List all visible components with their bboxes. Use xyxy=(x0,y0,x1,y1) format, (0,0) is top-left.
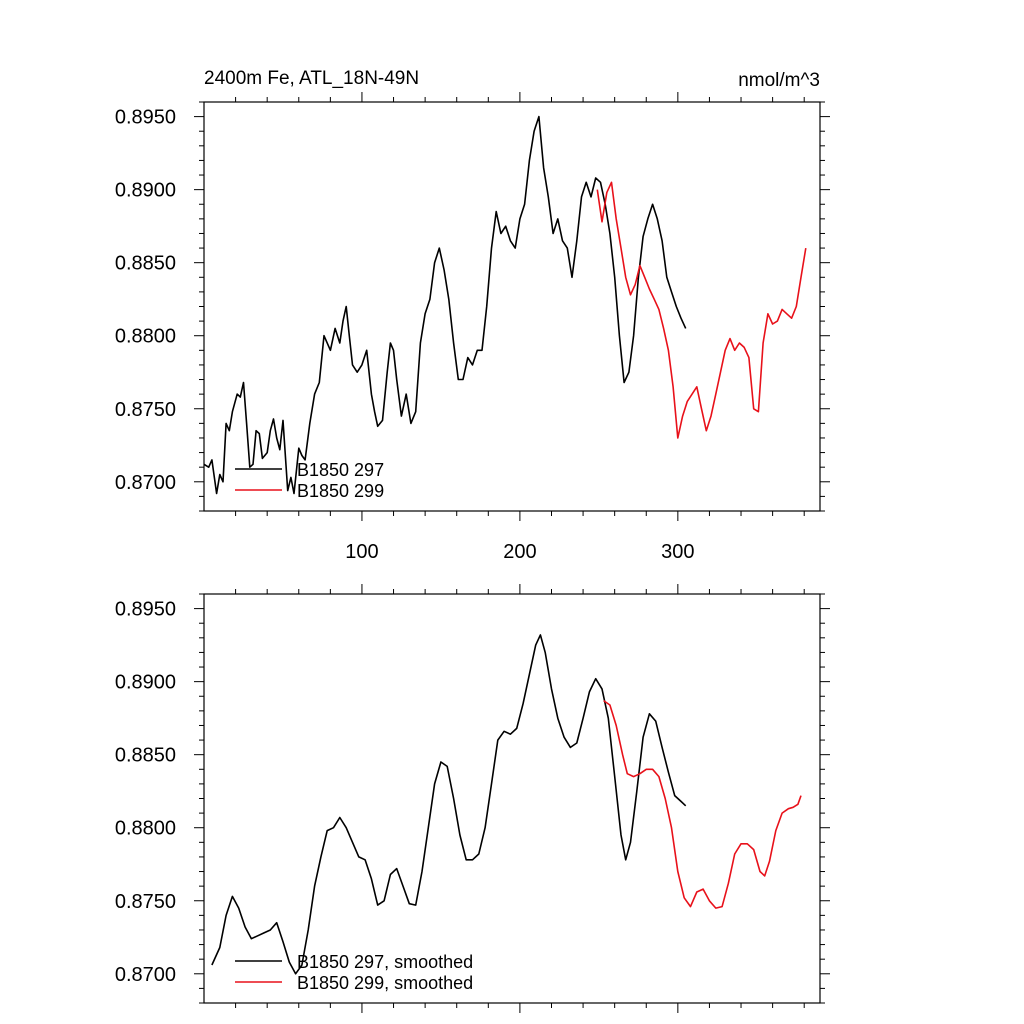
series-line-2 xyxy=(596,181,807,439)
y-tick-label: 0.8850 xyxy=(115,253,176,275)
legend-label-1: B1850 297 xyxy=(297,460,384,480)
x-tick-label: 300 xyxy=(661,541,694,563)
legend-label-2: B1850 299, smoothed xyxy=(297,973,473,993)
top-panel: 0.8700 0.8750 0.8800 0.8850 0.8900 0.8950 100 2… xyxy=(115,92,830,563)
bottom-panel: 0.8700 0.8750 0.8800 0.8850 0.8900 0.8950 B185… xyxy=(115,584,830,1013)
series-line-2 xyxy=(603,699,802,909)
y-tick-label: 0.8950 xyxy=(115,107,176,129)
series-line-1 xyxy=(211,634,687,975)
y-tick-label: 0.8700 xyxy=(115,472,176,494)
x-tick-label: 200 xyxy=(503,541,536,563)
plot-frame xyxy=(203,101,821,512)
chart-title: 2400m Fe, ATL_18N-49N xyxy=(204,68,419,89)
y-tick-label: 0.8750 xyxy=(115,399,176,421)
x-tick-label: 100 xyxy=(345,541,378,563)
y-tick-label: 0.8700 xyxy=(115,964,176,986)
legend-label-1: B1850 297, smoothed xyxy=(297,952,473,972)
y-tick-label: 0.8750 xyxy=(115,891,176,913)
plot-frame xyxy=(203,593,821,1004)
y-tick-label: 0.8950 xyxy=(115,599,176,621)
y-tick-label: 0.8850 xyxy=(115,745,176,767)
y-tick-label: 0.8900 xyxy=(115,672,176,694)
y-tick-label: 0.8900 xyxy=(115,180,176,202)
series-line-1 xyxy=(203,115,687,495)
legend-label-2: B1850 299 xyxy=(297,481,384,501)
units-label: nmol/m^3 xyxy=(738,70,820,91)
y-tick-label: 0.8800 xyxy=(115,326,176,348)
y-tick-label: 0.8800 xyxy=(115,818,176,840)
